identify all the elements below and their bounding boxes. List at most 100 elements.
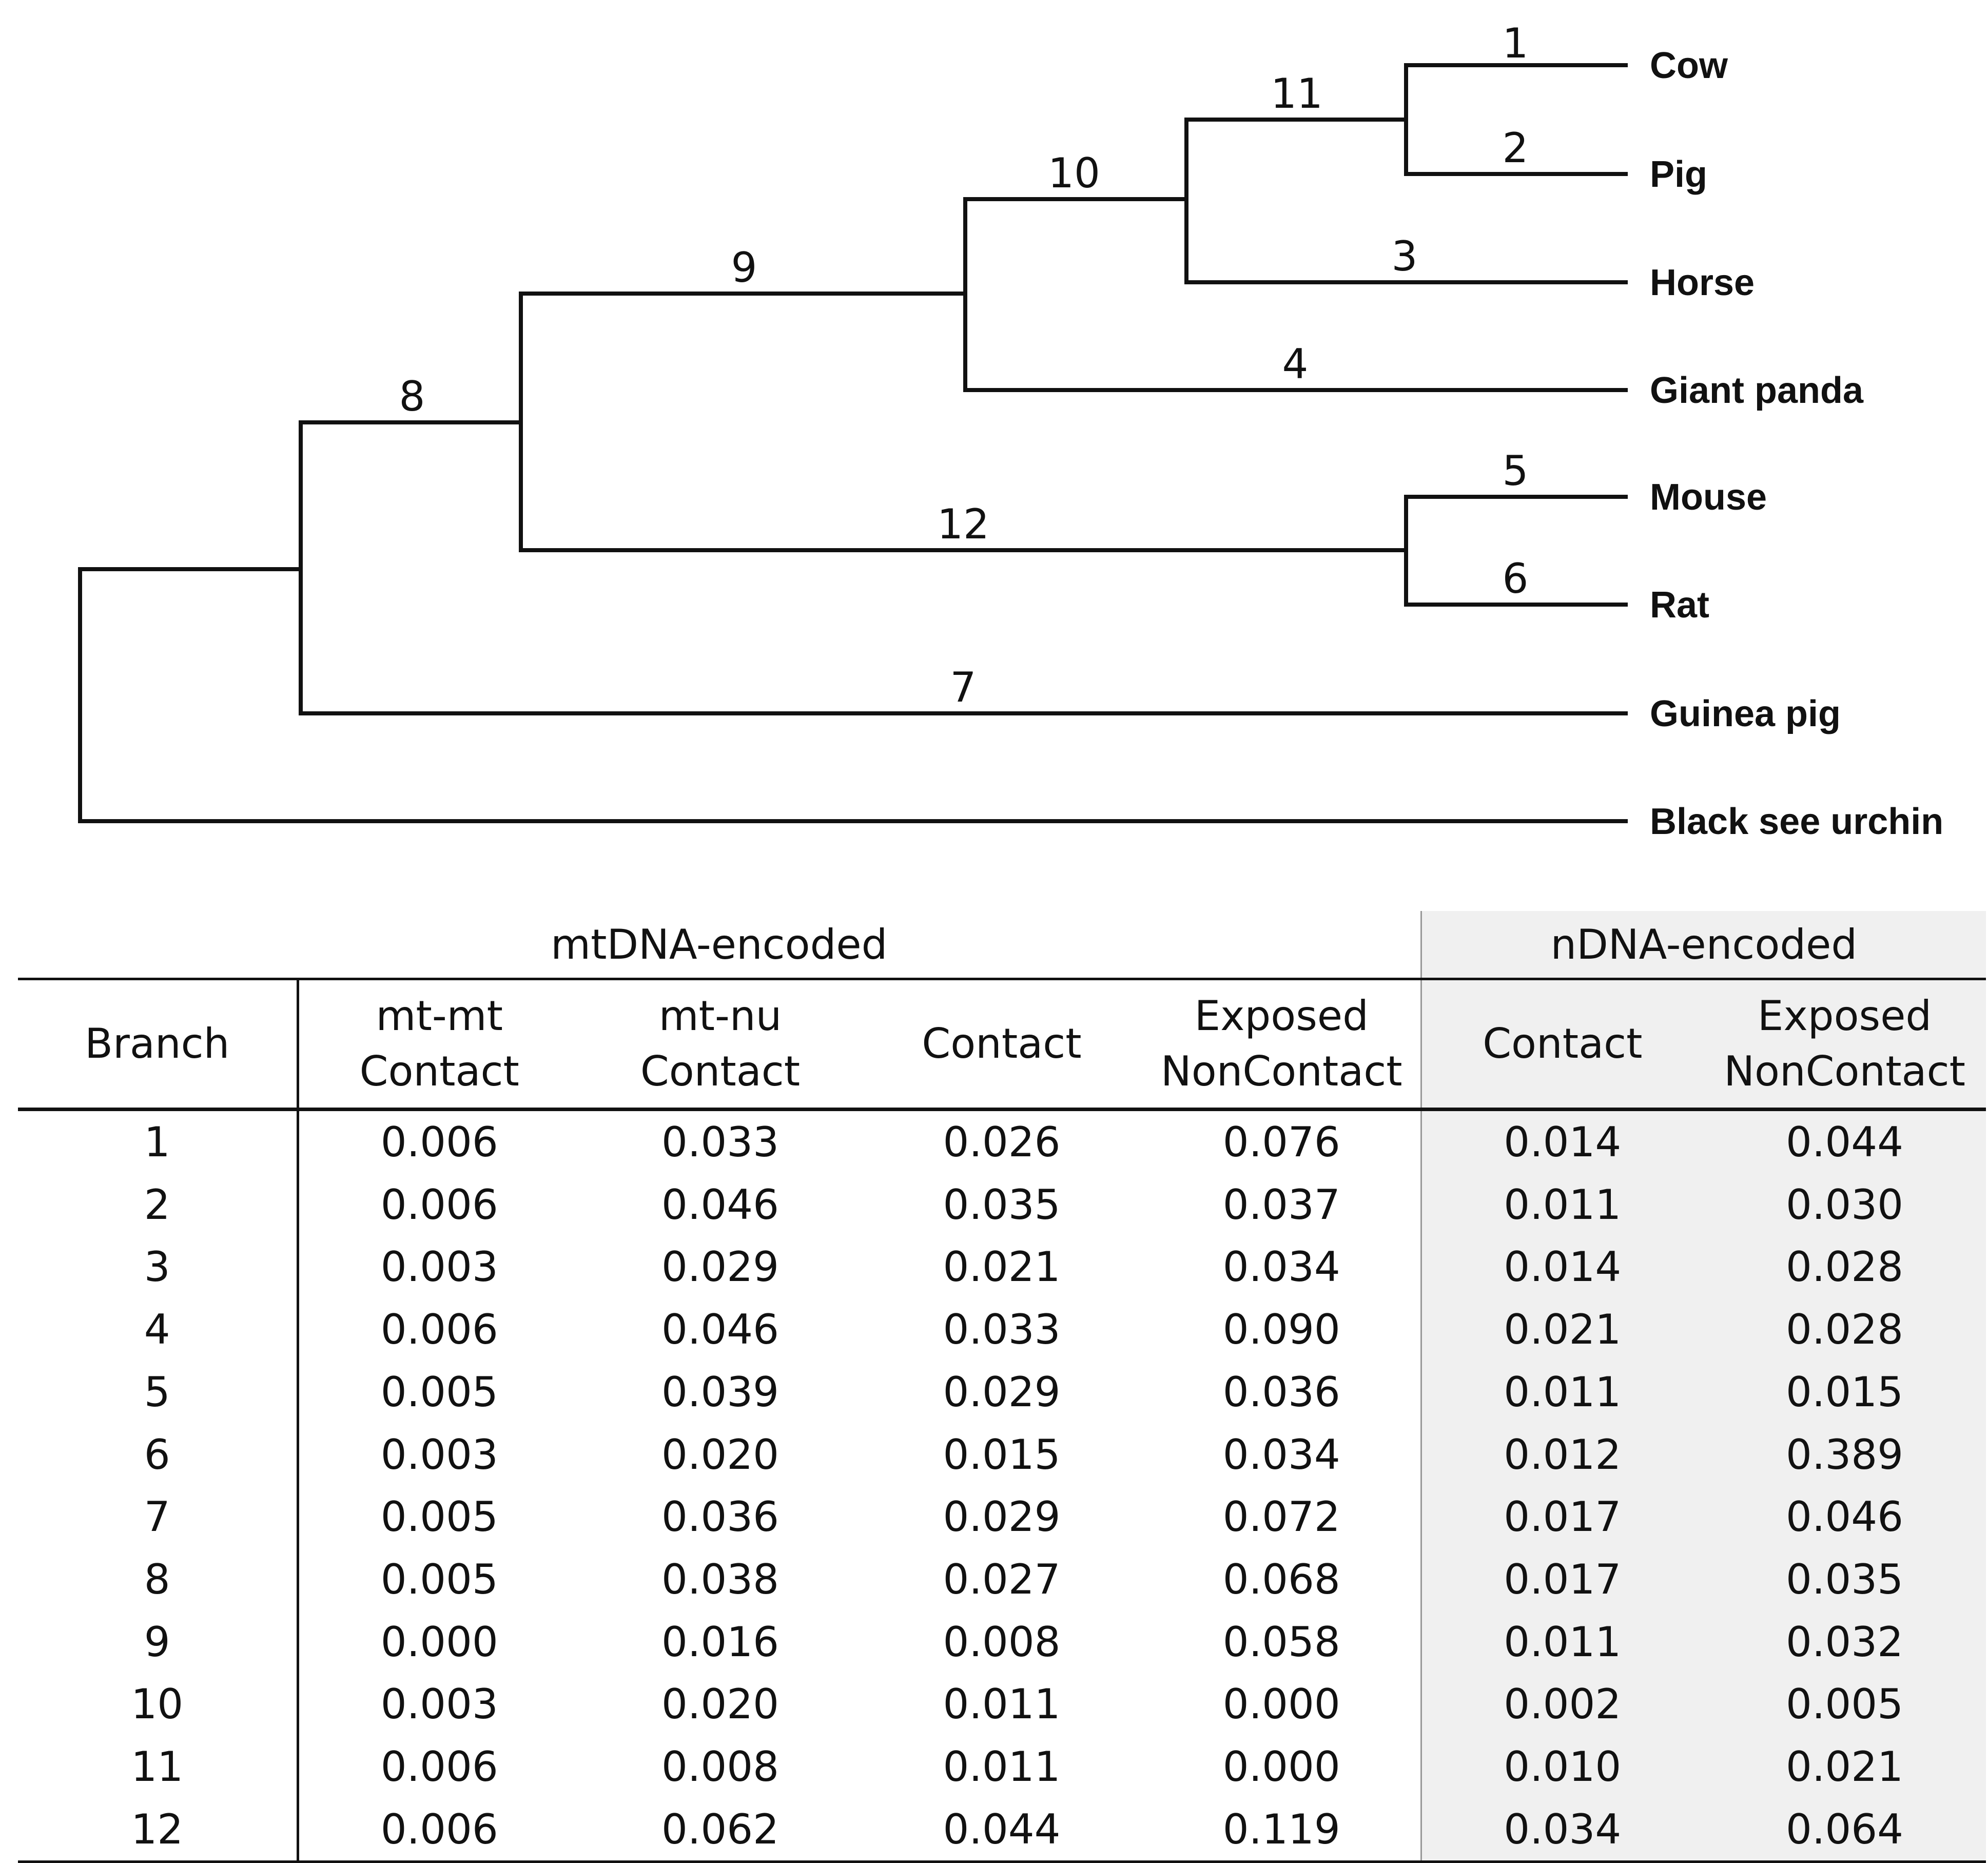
value-cell: 0.033 bbox=[661, 1118, 779, 1166]
value-cell: 0.072 bbox=[1222, 1493, 1340, 1541]
value-cell: 0.028 bbox=[1703, 1236, 1986, 1299]
value-cell: 0.062 bbox=[580, 1798, 861, 1863]
value-cell: 0.003 bbox=[296, 1673, 580, 1736]
branch-labels: 1 2 3 4 5 6 7 8 9 10 11 12 bbox=[399, 20, 1529, 711]
value-cell: 0.012 bbox=[1420, 1423, 1704, 1486]
col-header-mt-contact: Contact bbox=[861, 978, 1143, 1111]
branch-cell: 9 bbox=[144, 1618, 170, 1666]
value-cell: 0.006 bbox=[296, 1798, 580, 1863]
value-cell: 0.017 bbox=[1420, 1486, 1704, 1548]
branch-cell: 11 bbox=[131, 1743, 184, 1791]
value-cell: 0.044 bbox=[861, 1798, 1143, 1863]
branch-cell: 5 bbox=[144, 1368, 170, 1416]
value-cell: 0.035 bbox=[943, 1180, 1061, 1229]
table-row: 3 0.003 0.029 0.021 0.034 0.014 0.028 bbox=[18, 1236, 1986, 1299]
value-cell: 0.028 bbox=[1703, 1298, 1986, 1361]
value-cell: 0.008 bbox=[943, 1618, 1061, 1666]
value-cell: 0.046 bbox=[661, 1180, 779, 1229]
value-cell: 0.021 bbox=[1420, 1298, 1704, 1361]
value-cell: 0.039 bbox=[661, 1368, 779, 1416]
branch-cell: 2 bbox=[144, 1180, 170, 1229]
taxon-guinea-pig: Guinea pig bbox=[1650, 693, 1841, 734]
taxon-black-see-urchin: Black see urchin bbox=[1650, 801, 1943, 842]
table-row: 1 0.006 0.033 0.026 0.076 0.014 0.044 bbox=[18, 1109, 1986, 1174]
value-cell: 0.005 bbox=[296, 1548, 580, 1611]
col-header-line: mt-mt bbox=[376, 992, 503, 1040]
value-cell: 0.034 bbox=[1420, 1798, 1704, 1863]
value-cell: 0.006 bbox=[296, 1736, 580, 1798]
col-header-line: Contact bbox=[922, 1020, 1082, 1068]
value-cell: 0.035 bbox=[1703, 1548, 1986, 1611]
value-cell: 0.029 bbox=[943, 1493, 1061, 1541]
value-cell: 0.000 bbox=[1222, 1743, 1340, 1791]
value-cell: 0.011 bbox=[1420, 1361, 1704, 1424]
taxon-mouse: Mouse bbox=[1650, 477, 1767, 518]
branch-cell: 7 bbox=[144, 1493, 170, 1541]
table-row: 2 0.006 0.046 0.035 0.037 0.011 0.030 bbox=[18, 1173, 1986, 1236]
value-cell: 0.020 bbox=[661, 1680, 779, 1729]
value-cell: 0.006 bbox=[296, 1173, 580, 1236]
tree-branches bbox=[78, 63, 1628, 823]
value-cell: 0.005 bbox=[296, 1486, 580, 1548]
col-header-line: NonContact bbox=[1724, 1047, 1965, 1095]
value-cell: 0.034 bbox=[1222, 1430, 1340, 1479]
branch-cell: 1 bbox=[144, 1118, 170, 1166]
table-row: 10 0.003 0.020 0.011 0.000 0.002 0.005 bbox=[18, 1673, 1986, 1736]
value-cell: 0.005 bbox=[1703, 1673, 1986, 1736]
branch-label-5: 5 bbox=[1503, 447, 1529, 495]
taxon-pig: Pig bbox=[1650, 154, 1707, 195]
value-cell: 0.005 bbox=[296, 1361, 580, 1424]
value-cell: 0.058 bbox=[1222, 1618, 1340, 1666]
value-cell: 0.033 bbox=[943, 1306, 1061, 1354]
branch-label-10: 10 bbox=[1048, 149, 1100, 197]
col-header-line: Exposed bbox=[1757, 992, 1932, 1040]
value-cell: 0.030 bbox=[1703, 1173, 1986, 1236]
branch-label-2: 2 bbox=[1503, 124, 1529, 172]
value-cell: 0.010 bbox=[1420, 1736, 1704, 1798]
value-cell: 0.015 bbox=[1703, 1361, 1986, 1424]
group-header-mtdna: mtDNA-encoded bbox=[551, 920, 888, 968]
value-cell: 0.076 bbox=[1222, 1118, 1340, 1166]
value-cell: 0.016 bbox=[661, 1618, 779, 1666]
group-header-ndna: nDNA-encoded bbox=[1420, 911, 1986, 979]
branch-cell: 12 bbox=[18, 1798, 298, 1863]
value-cell: 0.003 bbox=[296, 1236, 580, 1299]
branch-cell: 8 bbox=[144, 1555, 170, 1603]
value-cell: 0.011 bbox=[943, 1680, 1061, 1729]
value-cell: 0.389 bbox=[1703, 1423, 1986, 1486]
value-cell: 0.090 bbox=[1222, 1306, 1340, 1354]
branch-label-9: 9 bbox=[731, 244, 757, 292]
branch-cell: 10 bbox=[131, 1680, 184, 1729]
value-cell: 0.021 bbox=[943, 1243, 1061, 1291]
value-cell: 0.036 bbox=[661, 1493, 779, 1541]
value-cell: 0.011 bbox=[1420, 1173, 1704, 1236]
value-cell: 0.119 bbox=[1143, 1798, 1421, 1863]
col-header-mt-exposed-noncontact: Exposed NonContact bbox=[1143, 978, 1421, 1111]
table-row: 12 0.006 0.062 0.044 0.119 0.034 0.064 bbox=[18, 1798, 1986, 1863]
col-header-line: Exposed bbox=[1194, 992, 1369, 1040]
group-header-row: mtDNA-encoded nDNA-encoded bbox=[18, 911, 1986, 979]
value-cell: 0.029 bbox=[943, 1368, 1061, 1416]
value-cell: 0.003 bbox=[296, 1423, 580, 1486]
value-cell: 0.038 bbox=[661, 1555, 779, 1603]
branch-cell: 4 bbox=[144, 1306, 170, 1354]
value-cell: 0.046 bbox=[661, 1306, 779, 1354]
value-cell: 0.000 bbox=[296, 1610, 580, 1674]
taxon-giant-panda: Giant panda bbox=[1650, 370, 1864, 411]
value-cell: 0.006 bbox=[296, 1109, 580, 1174]
value-cell: 0.064 bbox=[1703, 1798, 1986, 1863]
col-header-mt-mt-contact: mt-mt Contact bbox=[296, 978, 580, 1111]
value-cell: 0.044 bbox=[1703, 1109, 1986, 1174]
col-header-line: Contact bbox=[359, 1047, 519, 1095]
branch-label-6: 6 bbox=[1503, 555, 1529, 603]
table-row: 9 0.000 0.016 0.008 0.058 0.011 0.032 bbox=[18, 1610, 1986, 1674]
col-header-nd-exposed-noncontact: Exposed NonContact bbox=[1703, 978, 1986, 1111]
branch-label-8: 8 bbox=[399, 373, 425, 420]
value-cell: 0.027 bbox=[943, 1555, 1061, 1603]
value-cell: 0.034 bbox=[1222, 1243, 1340, 1291]
taxon-cow: Cow bbox=[1650, 45, 1728, 86]
value-cell: 0.021 bbox=[1703, 1736, 1986, 1798]
branch-label-4: 4 bbox=[1282, 340, 1309, 388]
value-cell: 0.046 bbox=[1703, 1486, 1986, 1548]
col-header-line: Branch bbox=[85, 1020, 230, 1068]
